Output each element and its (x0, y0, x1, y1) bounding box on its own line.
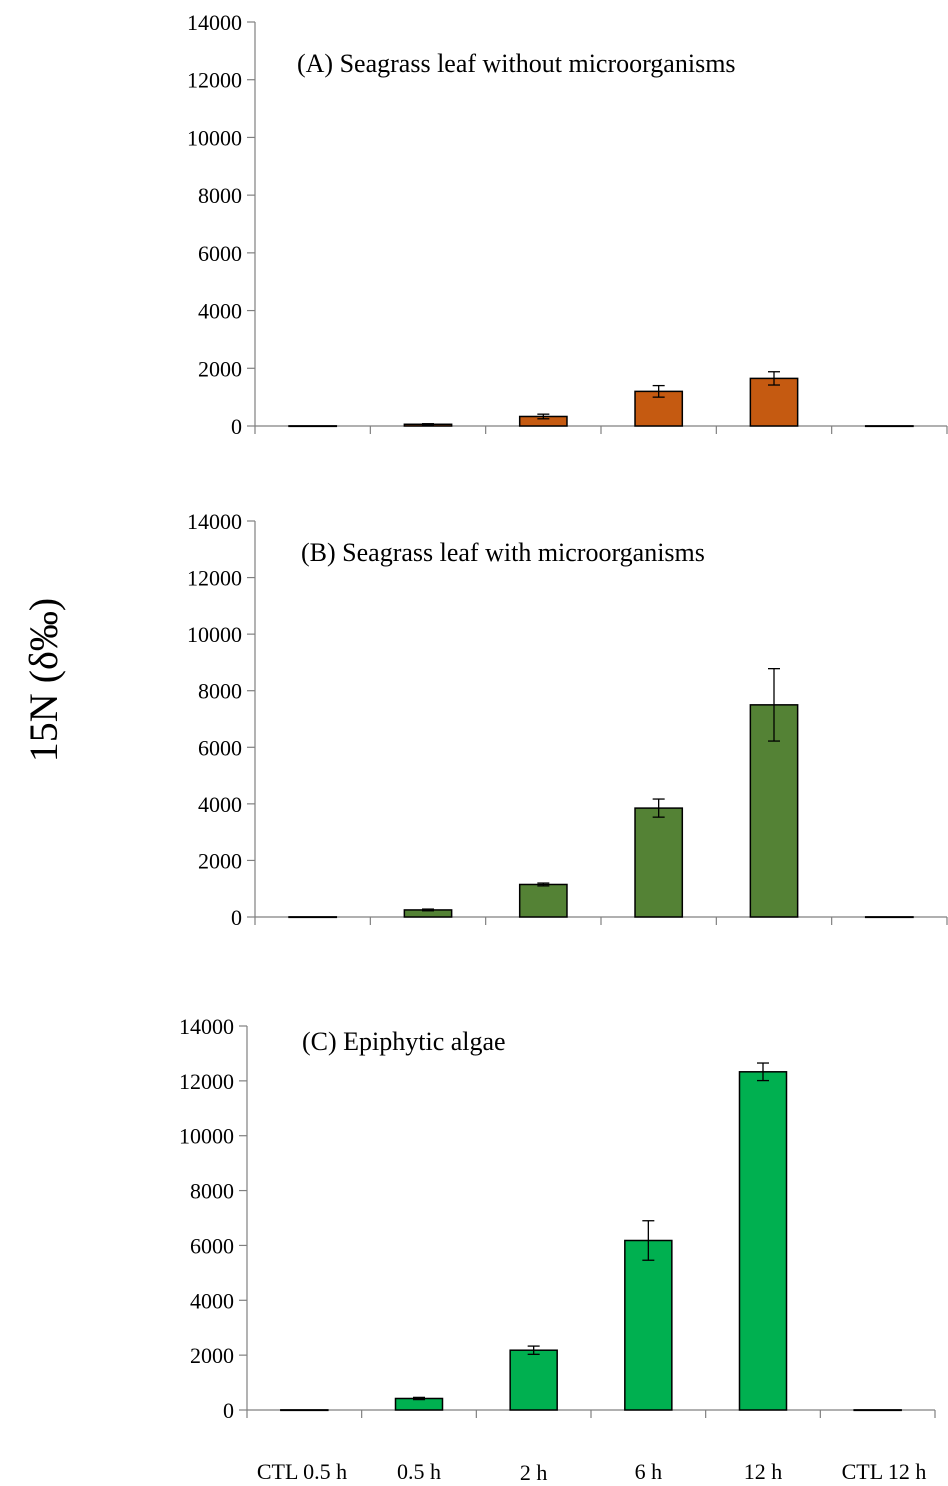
y-tick-label: 2000 (190, 1343, 234, 1368)
bar-2-h (509, 1349, 558, 1411)
chart-panel-2: 0 2000 4000 6000 8000 10000 12000 14000 (C) Epip… (179, 1014, 936, 1423)
bar-12-h (738, 1071, 788, 1411)
error-bar (652, 384, 665, 398)
bar-ctl-12-h (864, 916, 914, 919)
y-tick-label: 6000 (190, 1233, 234, 1258)
y-tick-label: 10000 (187, 622, 242, 647)
y-tick-label: 0 (231, 414, 242, 439)
y-tick-label: 12000 (187, 566, 242, 591)
error-bar (768, 371, 780, 386)
error-bar (537, 882, 550, 887)
y-tick-label: 2000 (198, 356, 242, 381)
bar-ctl-12-h (864, 425, 914, 428)
y-axis-label: 15N (δ‰) (21, 598, 66, 762)
panel-title: (B) Seagrass leaf with microorganisms (301, 538, 705, 567)
y-tick-label: 12000 (179, 1069, 234, 1094)
error-bar (642, 1220, 655, 1261)
y-tick-label: 2000 (198, 848, 242, 873)
y-tick-label: 0 (223, 1398, 234, 1423)
y-tick-label: 4000 (190, 1288, 234, 1313)
y-tick-label: 8000 (198, 679, 242, 704)
y-tick-label: 10000 (187, 125, 242, 150)
x-category-label: 2 h (520, 1460, 548, 1485)
x-category-label: 6 h (635, 1459, 663, 1484)
bar-ctl-0-5-h (288, 916, 338, 919)
error-bar (537, 413, 550, 420)
bar-6-h (624, 1239, 673, 1411)
x-category-label: CTL 0.5 h (257, 1459, 347, 1484)
bar-ctl-0-5-h (280, 1409, 329, 1412)
error-bar (527, 1345, 540, 1355)
x-category-label: 12 h (744, 1459, 783, 1484)
y-tick-label: 8000 (198, 183, 242, 208)
chart-panel-0: 0 2000 4000 6000 8000 10000 12000 14000 (A) Seag… (187, 10, 948, 439)
panel-title: (A) Seagrass leaf without microorganisms (297, 49, 736, 78)
y-tick-label: 6000 (198, 735, 242, 760)
y-tick-label: 0 (231, 905, 242, 930)
y-tick-label: 6000 (198, 241, 242, 266)
error-bar (413, 1396, 425, 1401)
y-tick-label: 14000 (187, 509, 242, 534)
y-tick-label: 14000 (179, 1014, 234, 1039)
error-bar (757, 1062, 769, 1082)
x-category-label: 0.5 h (397, 1459, 441, 1484)
error-bar (422, 908, 434, 912)
bar-12-h (749, 377, 799, 427)
y-tick-label: 8000 (190, 1179, 234, 1204)
y-tick-label: 4000 (198, 299, 242, 324)
bar-2-h (518, 883, 568, 918)
error-bar (422, 423, 434, 426)
error-bar (768, 668, 780, 742)
chart-panel-1: 0 2000 4000 6000 8000 10000 12000 14000 (B) Seag… (187, 509, 948, 930)
bar-ctl-0-5-h (288, 425, 338, 428)
bar-ctl-12-h (853, 1409, 902, 1412)
bar-6-h (634, 807, 684, 918)
y-tick-label: 12000 (187, 68, 242, 93)
x-category-label: CTL 12 h (842, 1459, 927, 1484)
y-tick-label: 4000 (198, 792, 242, 817)
y-tick-label: 14000 (187, 10, 242, 35)
error-bar (652, 798, 665, 818)
y-tick-label: 10000 (179, 1124, 234, 1149)
panel-title: (C) Epiphytic algae (302, 1027, 506, 1056)
